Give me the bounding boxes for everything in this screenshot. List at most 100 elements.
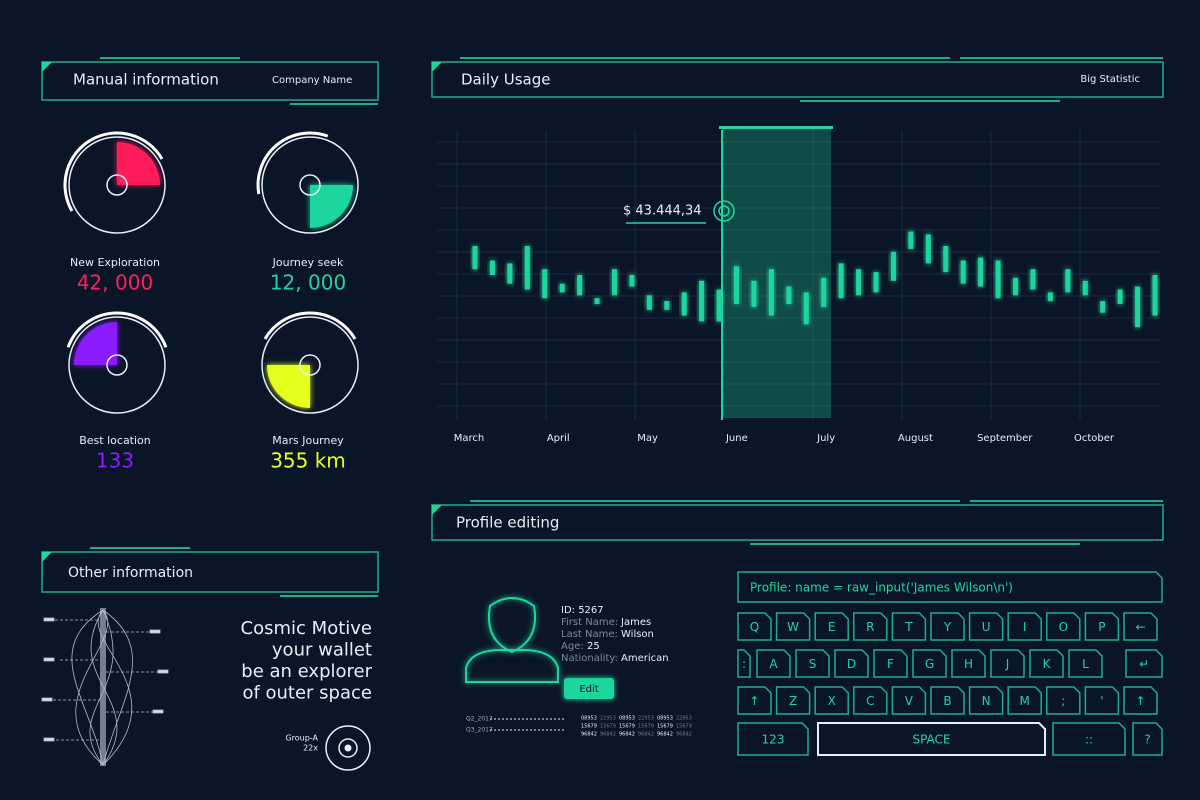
key-cap[interactable] — [930, 686, 965, 715]
edit-button[interactable]: Edit — [564, 678, 614, 699]
key-cap[interactable] — [814, 612, 849, 641]
key[interactable]: ; — [1046, 686, 1081, 715]
key-label[interactable]: G — [925, 657, 934, 671]
key-label[interactable]: ↑ — [749, 694, 759, 708]
key-label[interactable]: : — [742, 657, 746, 671]
key-cap[interactable] — [1007, 686, 1042, 715]
key-label[interactable]: J — [1005, 657, 1010, 671]
key-label[interactable]: Q — [750, 620, 759, 634]
key[interactable]: ↑ — [1123, 686, 1158, 715]
key[interactable]: : — [737, 649, 751, 678]
key-cap[interactable] — [1052, 722, 1126, 756]
key[interactable]: P — [1084, 612, 1120, 641]
key-label[interactable]: F — [887, 657, 894, 671]
key[interactable]: H — [951, 649, 986, 678]
key-cap[interactable] — [737, 649, 751, 678]
key-cap[interactable] — [1123, 686, 1158, 715]
key[interactable]: ← — [1123, 612, 1158, 641]
key-label[interactable]: K — [1043, 657, 1052, 671]
key[interactable]: A — [756, 649, 791, 678]
key[interactable]: M — [1007, 686, 1042, 715]
key-label[interactable]: ← — [1135, 620, 1145, 634]
key[interactable]: Z — [775, 686, 811, 715]
key-label[interactable]: T — [904, 620, 913, 634]
key[interactable]: W — [775, 612, 811, 641]
key-cap[interactable] — [775, 686, 811, 715]
key-cap[interactable] — [1132, 722, 1163, 756]
key-label[interactable]: D — [847, 657, 856, 671]
key[interactable]: D — [834, 649, 869, 678]
key-label[interactable]: N — [982, 694, 991, 708]
key-cap[interactable] — [817, 722, 1046, 756]
key-cap[interactable] — [853, 612, 888, 641]
key[interactable]: SPACE — [817, 722, 1046, 756]
key[interactable]: K — [1029, 649, 1064, 678]
key-label[interactable]: Z — [789, 694, 797, 708]
key[interactable]: O — [1046, 612, 1081, 641]
key-label[interactable]: I — [1023, 620, 1027, 634]
key-cap[interactable] — [990, 649, 1025, 678]
key-label[interactable]: ↵ — [1139, 657, 1149, 671]
key[interactable]: I — [1007, 612, 1042, 641]
key[interactable]: N — [968, 686, 1004, 715]
key[interactable]: X — [814, 686, 849, 715]
key[interactable]: R — [853, 612, 888, 641]
key-cap[interactable] — [1029, 649, 1064, 678]
key-cap[interactable] — [834, 649, 869, 678]
key-cap[interactable] — [853, 686, 888, 715]
key-cap[interactable] — [1123, 612, 1158, 641]
key-label[interactable]: Y — [943, 620, 952, 634]
input-field[interactable]: Profile: name = raw_input('James Wilson\… — [737, 571, 1163, 603]
key-cap[interactable] — [1068, 649, 1103, 678]
key[interactable]: 123 — [737, 722, 809, 756]
key-label[interactable]: O — [1059, 620, 1068, 634]
key[interactable]: ↑ — [737, 686, 772, 715]
key[interactable]: G — [912, 649, 947, 678]
key-label[interactable]: C — [866, 694, 874, 708]
key-cap[interactable] — [968, 612, 1004, 641]
key[interactable]: ? — [1132, 722, 1163, 756]
key[interactable]: F — [873, 649, 908, 678]
key[interactable]: T — [891, 612, 927, 641]
key-cap[interactable] — [891, 612, 927, 641]
key-cap[interactable] — [814, 686, 849, 715]
key-cap[interactable] — [1046, 612, 1081, 641]
key-cap[interactable] — [756, 649, 791, 678]
key-label[interactable]: B — [943, 694, 951, 708]
key-label[interactable]: L — [1082, 657, 1089, 671]
key[interactable]: ' — [1084, 686, 1120, 715]
key-label[interactable]: S — [809, 657, 817, 671]
key[interactable]: ↵ — [1125, 649, 1163, 678]
key-label[interactable]: X — [828, 694, 836, 708]
key-cap[interactable] — [737, 612, 772, 641]
key-cap[interactable] — [1007, 612, 1042, 641]
key-label[interactable]: W — [787, 620, 799, 634]
key[interactable]: C — [853, 686, 888, 715]
key[interactable]: :: — [1052, 722, 1126, 756]
key[interactable]: E — [814, 612, 849, 641]
key-label[interactable]: H — [964, 657, 973, 671]
key-label[interactable]: A — [769, 657, 778, 671]
key-label[interactable]: U — [982, 620, 991, 634]
key-label[interactable]: R — [866, 620, 874, 634]
key-label[interactable]: 123 — [762, 733, 785, 747]
key-cap[interactable] — [1046, 686, 1081, 715]
key[interactable]: S — [795, 649, 830, 678]
key[interactable]: B — [930, 686, 965, 715]
key-label[interactable]: ; — [1061, 694, 1065, 708]
key-label[interactable]: V — [905, 694, 914, 708]
edit-label[interactable]: Edit — [579, 684, 598, 695]
key-cap[interactable] — [951, 649, 986, 678]
key-label[interactable]: E — [828, 620, 836, 634]
key[interactable]: L — [1068, 649, 1103, 678]
key-label[interactable]: P — [1098, 620, 1105, 634]
key-label[interactable]: M — [1020, 694, 1030, 708]
key[interactable]: U — [968, 612, 1004, 641]
key-label[interactable]: ? — [1144, 733, 1150, 747]
key-cap[interactable] — [1125, 649, 1163, 678]
key[interactable]: V — [891, 686, 927, 715]
key[interactable]: J — [990, 649, 1025, 678]
key-cap[interactable] — [930, 612, 965, 641]
key-label[interactable]: ' — [1100, 694, 1103, 708]
key-cap[interactable] — [968, 686, 1004, 715]
